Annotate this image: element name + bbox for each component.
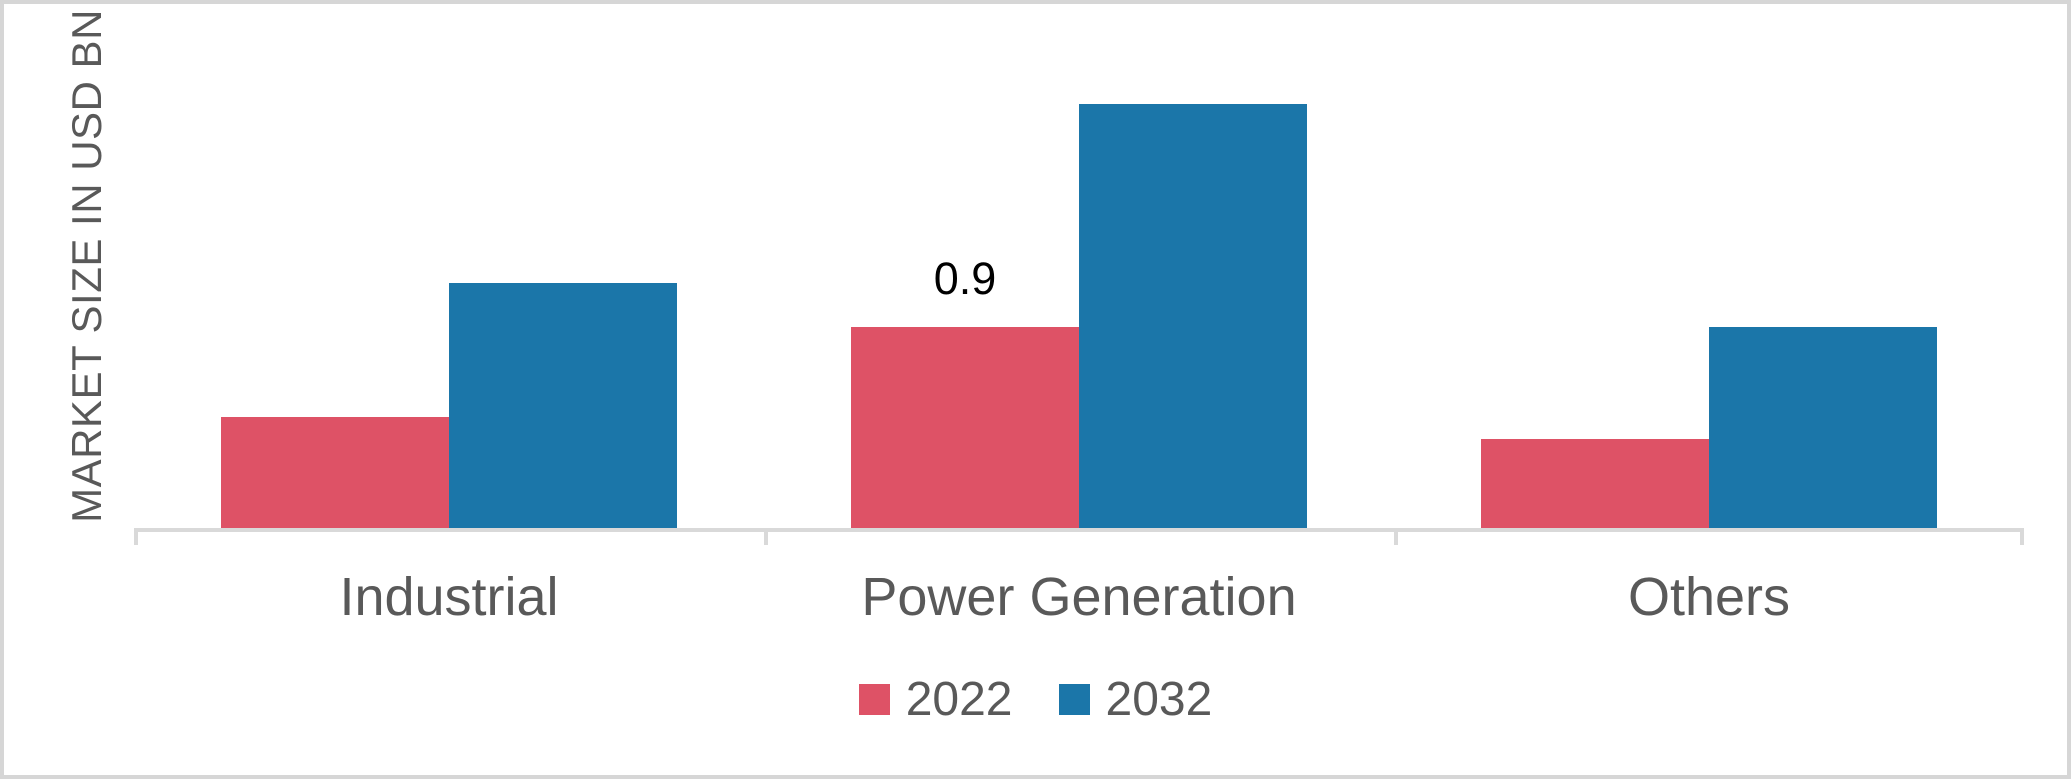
legend-swatch-2022	[858, 684, 890, 715]
legend-item-2022[interactable]: 2022	[858, 672, 1013, 727]
axis-tick	[134, 528, 138, 545]
data-label-2022-power-generation: 0.9	[933, 253, 997, 304]
legend-swatch-2032	[1058, 684, 1090, 715]
category-axis-labels: Industrial Power Generation Others	[134, 566, 2024, 628]
category-group-industrial	[134, 4, 764, 528]
legend-label-2032: 2032	[1105, 673, 1213, 726]
y-axis-title: MARKET SIZE IN USD BN	[63, 9, 110, 523]
category-group-others	[1394, 4, 2024, 528]
bar-2032-others[interactable]	[1709, 327, 1937, 528]
category-label-industrial: Industrial	[339, 567, 559, 627]
category-group-power-generation: 0.9	[764, 4, 1394, 528]
bar-2022-industrial[interactable]	[221, 417, 449, 528]
legend-item-2032[interactable]: 2032	[1058, 672, 1213, 727]
bar-2022-others[interactable]	[1481, 439, 1709, 528]
y-axis-title-box: MARKET SIZE IN USD BN	[52, 4, 122, 528]
plot-area: 0.9	[134, 4, 2024, 528]
bar-2032-industrial[interactable]	[449, 283, 677, 528]
axis-tick	[1394, 528, 1398, 545]
category-label-power-generation: Power Generation	[861, 567, 1297, 627]
bar-2022-power-generation[interactable]: 0.9	[851, 253, 1079, 528]
x-axis-line	[134, 528, 2024, 532]
legend-label-2022: 2022	[905, 673, 1013, 726]
bar-2032-power-generation[interactable]	[1079, 104, 1307, 528]
axis-tick	[2020, 528, 2024, 545]
legend: 2022 2032	[4, 672, 2067, 727]
axis-tick	[764, 528, 768, 545]
category-label-others: Others	[1627, 567, 1791, 627]
